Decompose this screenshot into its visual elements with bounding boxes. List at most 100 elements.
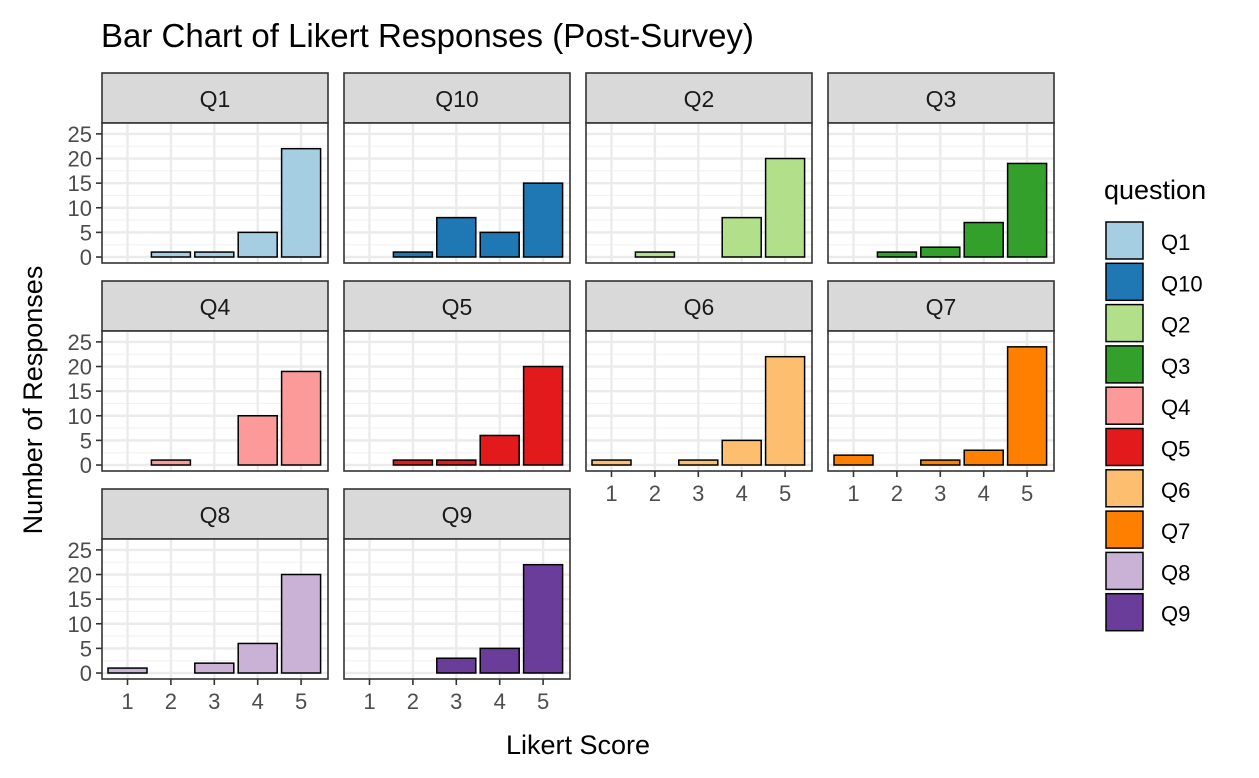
x-tick-label: 4 xyxy=(978,481,990,506)
legend-key xyxy=(1105,469,1144,508)
x-tick-label: 3 xyxy=(450,689,462,714)
bar-q1-score-2 xyxy=(150,251,192,258)
legend-label: Q5 xyxy=(1161,437,1190,462)
x-tick-label: 5 xyxy=(537,689,549,714)
bar-q8-score-5 xyxy=(280,573,322,674)
facet-strip-label: Q5 xyxy=(442,294,473,320)
facet-strip-label: Q7 xyxy=(926,294,957,320)
facet-strip xyxy=(585,280,813,332)
facet-strip-label: Q4 xyxy=(200,294,231,320)
bar-q6-score-5 xyxy=(764,355,806,466)
y-tick-label: 25 xyxy=(68,538,92,563)
facet-strip xyxy=(585,72,813,124)
bar-q3-score-4 xyxy=(963,221,1004,258)
bar-q5-score-2 xyxy=(392,459,434,466)
facet-panel-q10: Q10 xyxy=(343,72,571,264)
facet-panel-q2: Q2 xyxy=(585,72,813,264)
legend-key xyxy=(1105,551,1144,591)
facet-strip xyxy=(101,72,329,124)
panel-border xyxy=(585,122,813,264)
bar-q9-score-3 xyxy=(436,657,477,674)
bar-q6-score-4 xyxy=(721,439,762,466)
bar-q9-score-5 xyxy=(522,563,564,674)
legend-item-q1: Q1 xyxy=(1105,221,1190,260)
facet-strip xyxy=(827,280,1055,332)
panel-border xyxy=(101,330,329,472)
y-tick-label: 0 xyxy=(80,661,92,686)
legend-item-q6: Q6 xyxy=(1105,469,1190,508)
x-tick-label: 1 xyxy=(363,689,375,714)
facet-strip-label: Q6 xyxy=(684,294,715,320)
bar-q5-score-3 xyxy=(436,459,477,466)
x-tick-label: 1 xyxy=(121,689,133,714)
y-tick-label: 10 xyxy=(68,612,92,637)
legend-item-q2: Q2 xyxy=(1105,303,1190,343)
x-tick-label: 4 xyxy=(252,689,264,714)
y-tick-label: 10 xyxy=(68,196,92,221)
facet-strip xyxy=(343,488,571,540)
y-tick-label: 20 xyxy=(68,355,92,380)
y-tick-label: 15 xyxy=(68,171,92,196)
legend-label: Q4 xyxy=(1161,395,1190,420)
facet-strip xyxy=(343,280,571,332)
y-tick-label: 25 xyxy=(68,330,92,355)
y-tick-label: 0 xyxy=(80,453,92,478)
y-tick-label: 0 xyxy=(80,245,92,270)
facet-panel-q5: Q5 xyxy=(343,280,571,472)
bar-q5-score-4 xyxy=(479,434,520,466)
bar-q10-score-5 xyxy=(522,182,564,258)
legend-key xyxy=(1105,386,1144,425)
bar-q8-score-4 xyxy=(237,642,278,674)
facet-panel-q3: Q3 xyxy=(827,72,1055,264)
legend-title: question xyxy=(1104,175,1206,205)
legend-key xyxy=(1105,221,1144,260)
legend-label: Q9 xyxy=(1161,602,1190,627)
panel-border xyxy=(343,122,571,264)
bar-q5-score-5 xyxy=(522,365,564,466)
legend-item-q10: Q10 xyxy=(1105,262,1203,302)
facet-strip-label: Q2 xyxy=(684,86,715,112)
x-tick-label: 5 xyxy=(1021,481,1033,506)
y-tick-label: 5 xyxy=(80,428,92,453)
facet-strip-label: Q9 xyxy=(442,502,473,528)
y-tick-label: 15 xyxy=(68,587,92,612)
bar-q3-score-2 xyxy=(876,251,918,258)
legend-item-q8: Q8 xyxy=(1105,551,1190,591)
bar-q7-score-5 xyxy=(1006,346,1048,466)
x-tick-label: 1 xyxy=(605,481,617,506)
facet-strip-label: Q8 xyxy=(200,502,231,528)
legend-label: Q6 xyxy=(1161,478,1190,503)
facet-strip xyxy=(343,72,571,124)
bar-q4-score-5 xyxy=(280,370,322,466)
bar-q4-score-4 xyxy=(237,415,278,466)
bar-q2-score-2 xyxy=(634,251,676,258)
bar-q1-score-5 xyxy=(280,147,322,258)
bar-q9-score-4 xyxy=(479,647,520,674)
bar-q10-score-4 xyxy=(479,231,520,258)
x-axis-label: Likert Score xyxy=(506,730,650,760)
y-tick-label: 10 xyxy=(68,404,92,429)
y-tick-label: 25 xyxy=(68,122,92,147)
facet-strip-label: Q10 xyxy=(435,86,478,112)
y-tick-label: 5 xyxy=(80,636,92,661)
legend-item-q9: Q9 xyxy=(1105,592,1190,632)
bar-q8-score-3 xyxy=(194,662,235,674)
x-tick-label: 2 xyxy=(891,481,903,506)
legend-item-q7: Q7 xyxy=(1105,510,1190,549)
bar-q6-score-1 xyxy=(591,459,632,466)
bar-q10-score-2 xyxy=(392,251,434,258)
facet-panel-q7: Q7 1 2 3 4 5 xyxy=(827,280,1055,506)
bar-q7-score-1 xyxy=(833,454,874,466)
facet-strip-label: Q3 xyxy=(926,86,957,112)
x-tick-label: 5 xyxy=(779,481,791,506)
bar-q7-score-3 xyxy=(920,459,961,466)
bar-q3-score-3 xyxy=(920,246,961,258)
bar-q2-score-5 xyxy=(764,157,806,258)
legend-item-q4: Q4 xyxy=(1105,386,1190,425)
legend-key xyxy=(1105,345,1144,384)
y-tick-label: 5 xyxy=(80,220,92,245)
legend-key xyxy=(1105,427,1144,467)
